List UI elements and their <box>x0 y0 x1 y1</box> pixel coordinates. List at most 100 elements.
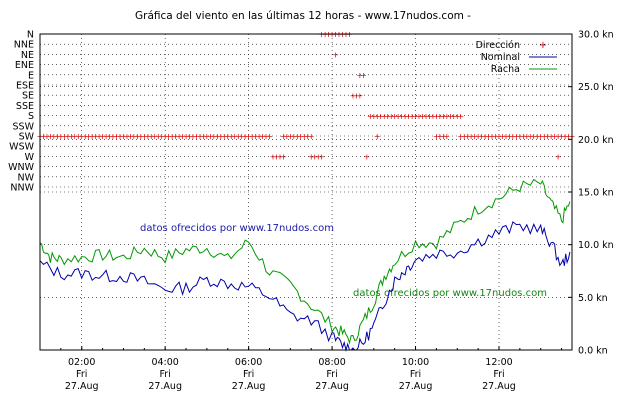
dir-label-nw: NW <box>18 172 35 183</box>
direction-point: + <box>40 132 47 141</box>
direction-point: + <box>308 153 315 162</box>
direction-point: + <box>447 112 454 121</box>
date-tick-label: 27.Aug <box>148 381 182 392</box>
time-tick-label: 10:00 <box>402 357 429 368</box>
direction-point: + <box>144 132 151 141</box>
direction-point: + <box>499 132 506 141</box>
direction-point: + <box>127 132 134 141</box>
direction-point: + <box>297 132 304 141</box>
direction-point: + <box>468 132 475 141</box>
direction-point: + <box>61 132 68 141</box>
direction-point: + <box>409 112 416 121</box>
direction-point: + <box>537 132 544 141</box>
series-nominal-line <box>39 221 571 352</box>
direction-point: + <box>141 132 148 141</box>
direction-point: + <box>332 51 339 60</box>
direction-point: + <box>179 132 186 141</box>
direction-point: + <box>224 132 231 141</box>
direction-point: + <box>294 132 301 141</box>
direction-point: + <box>235 132 242 141</box>
day-tick-label: Fri <box>76 369 87 380</box>
direction-point: + <box>256 132 263 141</box>
speed-tick-label: 5.0 kn <box>578 293 608 304</box>
day-tick-label: Fri <box>326 369 337 380</box>
direction-point: + <box>377 112 384 121</box>
direction-point: + <box>304 132 311 141</box>
watermark-blue: datos ofrecidos por www.17nudos.com <box>140 223 334 234</box>
direction-point: + <box>558 132 565 141</box>
direction-point: + <box>391 112 398 121</box>
direction-point: + <box>103 132 110 141</box>
direction-point: + <box>308 132 315 141</box>
date-tick-label: 27.Aug <box>232 381 266 392</box>
direction-point: + <box>412 112 419 121</box>
direction-point: + <box>457 112 464 121</box>
direction-point: + <box>565 132 572 141</box>
direction-point: + <box>75 132 82 141</box>
direction-point: + <box>207 132 214 141</box>
time-tick-label: 04:00 <box>151 357 178 368</box>
direction-point: + <box>523 132 530 141</box>
direction-point: + <box>360 71 367 80</box>
direction-point: + <box>357 71 364 80</box>
direction-point: + <box>44 132 51 141</box>
direction-point: + <box>503 132 510 141</box>
direction-point: + <box>485 132 492 141</box>
direction-point: + <box>367 112 374 121</box>
direction-point: + <box>99 132 106 141</box>
speed-tick-label: 25.0 kn <box>578 82 614 93</box>
direction-point: + <box>419 112 426 121</box>
direction-point: + <box>384 112 391 121</box>
direction-point: + <box>263 132 270 141</box>
legend-label-nominal: Nominal <box>481 52 520 63</box>
direction-point: + <box>357 91 364 100</box>
direction-point: + <box>68 132 75 141</box>
direction-point: + <box>186 132 193 141</box>
direction-point: + <box>64 132 71 141</box>
direction-point: + <box>134 132 141 141</box>
direction-point: + <box>527 132 534 141</box>
speed-tick-label: 0.0 kn <box>578 346 608 357</box>
direction-point: + <box>461 132 468 141</box>
direction-point: + <box>374 112 381 121</box>
series-direccion-points: ++++++++++++++++++++++++++++++++++++++++… <box>37 30 576 161</box>
direction-point: + <box>158 132 165 141</box>
direction-point: + <box>350 91 357 100</box>
direction-point: + <box>426 112 433 121</box>
direction-point: + <box>433 132 440 141</box>
time-tick-label: 02:00 <box>68 357 95 368</box>
direction-point: + <box>374 132 381 141</box>
direction-point: + <box>430 112 437 121</box>
direction-point: + <box>155 132 162 141</box>
direction-point: + <box>193 132 200 141</box>
direction-point: + <box>440 132 447 141</box>
direction-point: + <box>214 132 221 141</box>
direction-point: + <box>496 132 503 141</box>
direction-point: + <box>541 132 548 141</box>
direction-point: + <box>551 132 558 141</box>
direction-point: + <box>252 132 259 141</box>
direction-point: + <box>301 132 308 141</box>
direction-point: + <box>513 132 520 141</box>
direction-point: + <box>510 132 517 141</box>
direction-point: + <box>443 112 450 121</box>
direction-point: + <box>78 132 85 141</box>
direction-point: + <box>204 132 211 141</box>
direction-point: + <box>388 112 395 121</box>
direction-point: + <box>85 132 92 141</box>
time-tick-label: 08:00 <box>318 357 345 368</box>
direction-point: + <box>259 132 266 141</box>
direction-point: + <box>284 132 291 141</box>
direction-point: + <box>370 112 377 121</box>
day-tick-label: Fri <box>160 369 171 380</box>
date-tick-label: 27.Aug <box>65 381 99 392</box>
day-tick-label: Fri <box>410 369 421 380</box>
direction-point: + <box>92 132 99 141</box>
time-tick-label: 06:00 <box>235 357 262 368</box>
direction-point: + <box>381 112 388 121</box>
dir-label-wnw: WNW <box>8 162 34 173</box>
direction-point: + <box>113 132 120 141</box>
direction-point: + <box>471 132 478 141</box>
speed-axis: 30.0 kn 25.0 kn 20.0 kn 15.0 kn 10.0 kn 5.0 k… <box>568 30 614 357</box>
